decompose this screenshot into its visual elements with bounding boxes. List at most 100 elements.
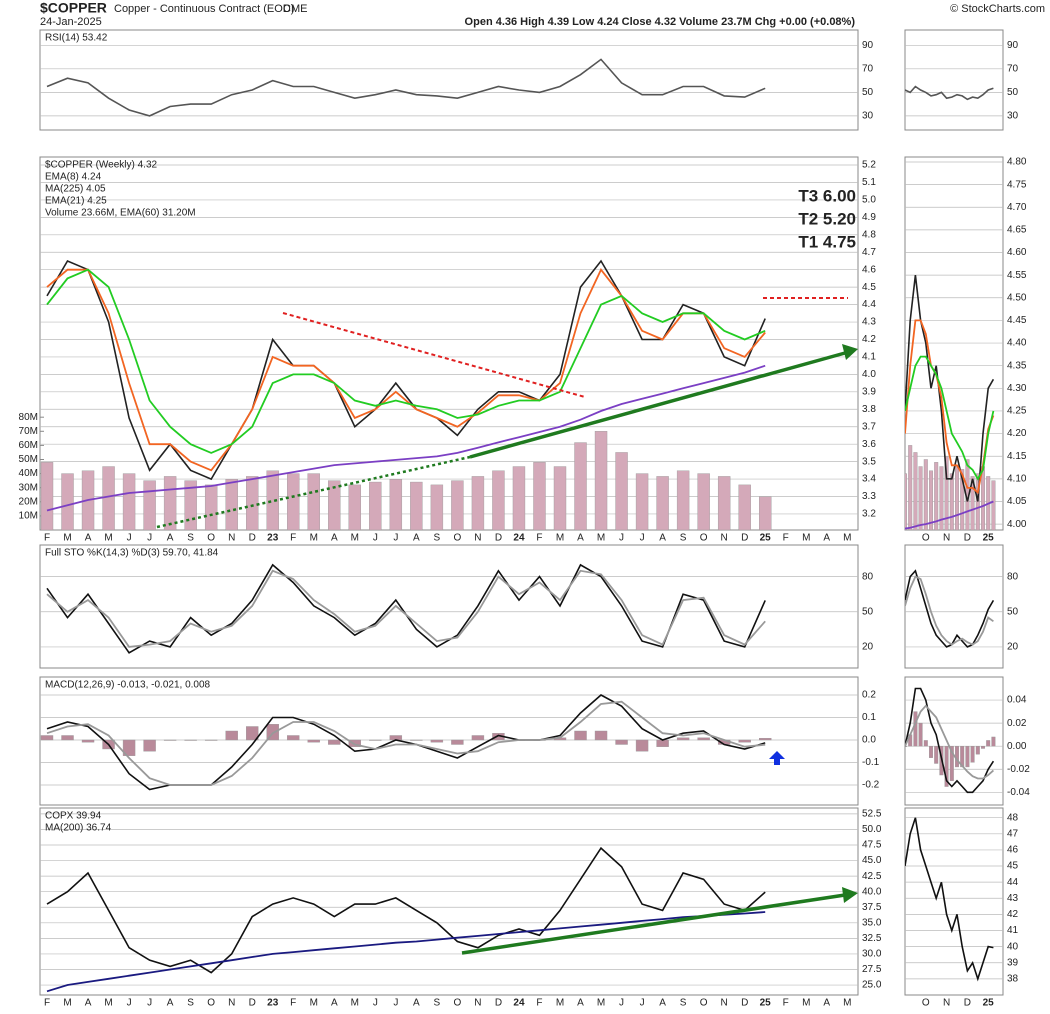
x-tick-label: A — [577, 998, 584, 1009]
series-line — [905, 319, 995, 495]
y2-tick-label: 30M — [19, 482, 38, 493]
series-line — [905, 85, 994, 101]
y-tick-label: 32.5 — [862, 933, 882, 944]
y-tick-label: 27.5 — [862, 964, 882, 975]
bar — [348, 484, 361, 530]
x-tick-label: J — [619, 533, 624, 544]
x-tick-label: J — [127, 533, 132, 544]
x-tick-label: O — [700, 998, 708, 1009]
x-tick-label: O — [922, 533, 930, 544]
y-tick-label: 90 — [1007, 40, 1019, 51]
bar — [949, 473, 954, 530]
x-tick-label: M — [802, 998, 810, 1009]
x-tick-label: D — [495, 533, 502, 544]
bar — [204, 484, 218, 530]
bar — [533, 462, 546, 530]
bar — [635, 473, 649, 530]
y-tick-label: 4.6 — [862, 264, 876, 275]
panel: 0.04 0.02 0.00 -0.02 -0.04 — [904, 676, 1030, 806]
x-tick-label: F — [536, 533, 542, 544]
y2-tick-label: 10M — [19, 511, 38, 522]
x-tick-label: N — [474, 998, 481, 1009]
series-line — [905, 500, 994, 530]
series-line — [46, 694, 766, 791]
x-tick-label: A — [167, 533, 174, 544]
x-tick-label: D — [741, 533, 748, 544]
y-tick-label: 4.05 — [1007, 496, 1027, 507]
credit: © StockCharts.com — [950, 3, 1045, 15]
x-tick-label: 23 — [267, 998, 279, 1009]
x-tick-label: A — [823, 998, 830, 1009]
x-tick-label: N — [228, 533, 235, 544]
bar — [991, 736, 996, 747]
series-layer — [905, 687, 996, 794]
bar — [960, 469, 965, 530]
x-tick-label: A — [167, 998, 174, 1009]
series-line — [46, 846, 766, 974]
x-tick-label: S — [434, 998, 441, 1009]
x-tick-label: M — [556, 998, 564, 1009]
x-tick-label: N — [721, 998, 728, 1009]
y-tick-label: 80 — [1007, 571, 1019, 582]
bar — [471, 735, 485, 741]
series-line — [905, 575, 994, 646]
y-tick-label: 4.60 — [1007, 247, 1027, 258]
series-line — [46, 267, 766, 472]
y-tick-label: 4.40 — [1007, 338, 1027, 349]
y-tick-label: 3.2 — [862, 509, 876, 520]
y-tick-label: 25.0 — [862, 980, 882, 991]
bar — [471, 476, 485, 530]
plot-area — [39, 29, 859, 131]
y-tick-label: 30 — [862, 111, 874, 122]
x-tick-label: M — [63, 998, 71, 1009]
y2-tick-label: 40M — [19, 468, 38, 479]
panel: 80 50 20 Full STO %K(14,3) %D(3) 59.70, 41.… — [39, 544, 874, 669]
bar — [944, 745, 949, 787]
bar — [759, 737, 772, 741]
bar — [929, 470, 934, 530]
bar — [81, 739, 95, 743]
x-tick-label: 24 — [513, 533, 525, 544]
y-tick-label: 3.5 — [862, 456, 876, 467]
x-tick-label: O — [207, 533, 215, 544]
y-tick-label: 37.5 — [862, 902, 882, 913]
x-tick-label: O — [922, 998, 930, 1009]
y2-tick-label: 60M — [19, 440, 38, 451]
y-tick-label: 50.0 — [862, 824, 882, 835]
legend-entry: EMA(8) 4.24 — [45, 172, 102, 183]
x-tick-label: F — [783, 998, 789, 1009]
x-tick-label: F — [44, 533, 50, 544]
x-tick-label: 24 — [513, 998, 525, 1009]
series-line — [46, 268, 766, 454]
y-tick-label: 4.2 — [862, 334, 876, 345]
bar — [287, 735, 300, 741]
y2-tick-label: 20M — [19, 496, 38, 507]
x-tick-label: A — [823, 533, 830, 544]
bar — [934, 462, 939, 530]
y-tick-label: 4.80 — [1007, 157, 1027, 168]
panel: 38 39 40 41 42 43 44 45 46 47 48 O N D 25 — [904, 807, 1019, 1009]
bar — [410, 481, 423, 530]
x-tick-label: N — [228, 998, 235, 1009]
x-tick-label: A — [85, 533, 92, 544]
bar — [204, 739, 218, 741]
series-line — [46, 700, 766, 786]
bar — [970, 745, 975, 763]
bar — [594, 730, 608, 741]
y-tick-label: 43 — [1007, 893, 1019, 904]
x-tick-label: J — [373, 533, 378, 544]
y-tick-label: 40 — [1007, 941, 1019, 952]
x-tick-label: N — [721, 533, 728, 544]
symbol: $COPPER — [40, 0, 107, 16]
y-tick-label: 50 — [862, 87, 874, 98]
bar — [61, 735, 74, 741]
bar — [225, 479, 238, 530]
bar — [594, 431, 608, 530]
bar — [451, 480, 464, 530]
bar — [430, 739, 444, 743]
x-tick-label: J — [640, 998, 645, 1009]
bar — [163, 739, 177, 741]
bar — [697, 473, 710, 530]
y-tick-label: 0.02 — [1007, 718, 1027, 729]
bar — [923, 740, 928, 747]
